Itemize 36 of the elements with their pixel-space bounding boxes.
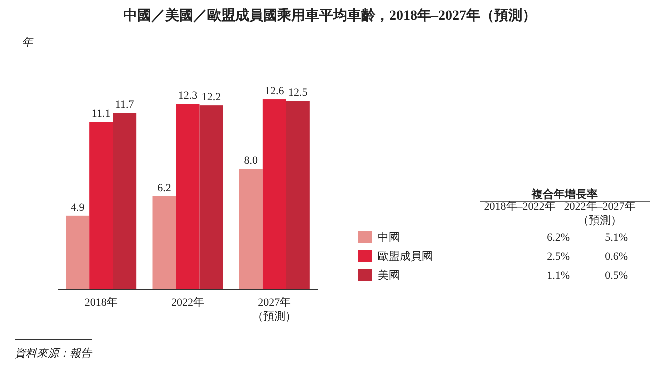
- data-label: 12.6: [265, 86, 285, 98]
- data-label: 8.0: [244, 155, 259, 168]
- x-tick-label: 2018年: [84, 297, 118, 309]
- bar: [176, 104, 200, 290]
- bar: [200, 106, 224, 290]
- text: 2022年–2027年（預測）: [564, 201, 636, 227]
- legend-label: 中國: [378, 231, 400, 244]
- data-label: 11.7: [115, 99, 135, 112]
- text: 0.6%: [605, 251, 628, 263]
- text: 年: [22, 37, 34, 49]
- bar: [286, 101, 310, 290]
- text: 6.2%: [547, 232, 570, 244]
- text: 1.1%: [547, 270, 570, 282]
- legend-label: 歐盟成員國: [378, 250, 433, 263]
- text: 0.5%: [605, 270, 628, 282]
- bar: [113, 113, 137, 290]
- data-label: 6.2: [158, 182, 172, 194]
- bar: [262, 100, 286, 290]
- data-label: 12.3: [178, 90, 198, 102]
- bar: [152, 196, 176, 290]
- chart-title: 中國／美國／歐盟成員國乘用車平均車齡，2018年–2027年（預測）: [124, 7, 536, 24]
- x-tick-label: 2022年: [172, 297, 204, 309]
- data-label: 12.2: [202, 92, 222, 104]
- text: 2.5%: [547, 251, 570, 263]
- text: 5.1%: [605, 232, 628, 244]
- source-note: 資料來源：報告: [15, 347, 93, 360]
- data-label: 4.9: [70, 202, 86, 214]
- bar: [90, 122, 114, 290]
- bar: [66, 216, 90, 290]
- text: 2018年–2022年: [484, 201, 556, 213]
- bar: [239, 169, 263, 290]
- x-tick-label: 2027年（預測）: [252, 297, 297, 323]
- data-label: 11.1: [92, 108, 111, 120]
- legend-label: 美國: [378, 269, 400, 282]
- text: 複合年增長率: [531, 188, 598, 201]
- data-label: 12.5: [288, 87, 308, 100]
